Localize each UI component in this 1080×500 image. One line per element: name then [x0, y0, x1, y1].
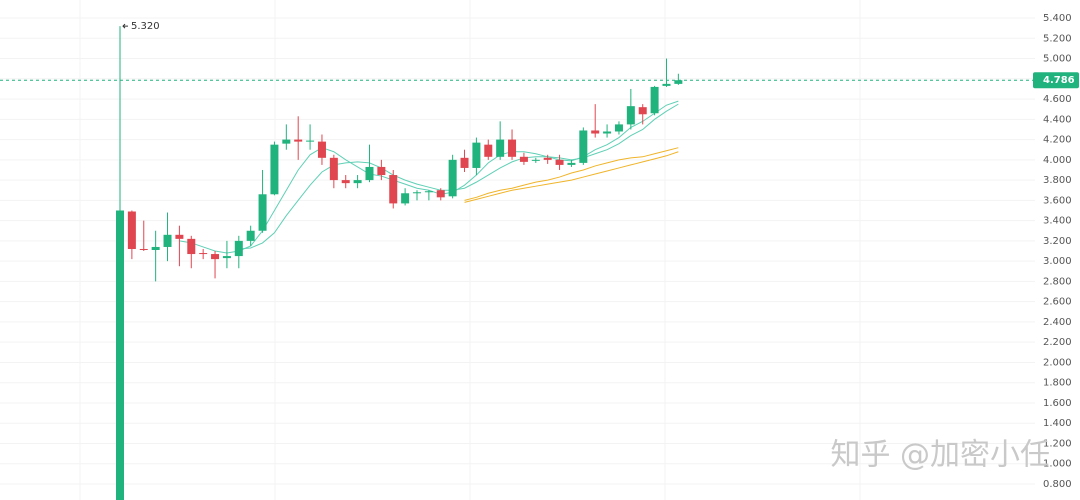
y-tick-label: 4.200: [1043, 135, 1072, 146]
candle-body: [674, 80, 683, 84]
plot-area: 5.320: [116, 21, 683, 500]
ma-line: [238, 103, 679, 250]
candle-body: [127, 211, 136, 249]
y-tick-label: 3.600: [1043, 195, 1072, 206]
candle-body: [341, 180, 350, 184]
y-tick-label: 1.200: [1043, 438, 1072, 449]
candle-body: [448, 159, 457, 197]
candle-body: [472, 142, 481, 168]
annotation-arrow: [122, 23, 128, 29]
y-tick-label: 2.800: [1043, 276, 1072, 287]
candle-body: [294, 139, 303, 142]
candle-body: [460, 157, 469, 168]
y-tick-label: 4.400: [1043, 114, 1072, 125]
candle-body: [401, 193, 410, 204]
y-tick-label: 3.400: [1043, 216, 1072, 227]
candle-body: [662, 83, 671, 86]
candle-body: [555, 159, 564, 165]
last-price-tag: [1033, 72, 1079, 89]
candle-body: [424, 191, 433, 193]
annotation-label: 5.320: [131, 21, 160, 32]
candle-body: [531, 159, 540, 161]
y-tick-label: 2.600: [1043, 297, 1072, 308]
candle-body: [626, 106, 635, 125]
y-tick-label: 2.400: [1043, 317, 1072, 328]
candle-body: [389, 175, 398, 204]
candle-body: [413, 192, 421, 194]
candle-body: [365, 166, 374, 181]
candle-body: [282, 139, 291, 144]
candle-body: [258, 194, 267, 231]
last-price-label: 4.786: [1043, 75, 1075, 86]
candle-body: [317, 141, 326, 158]
candle-body: [484, 144, 493, 157]
y-tick-label: 2.000: [1043, 357, 1072, 368]
y-tick-label: 3.200: [1043, 236, 1072, 247]
candle-body: [139, 248, 148, 250]
candle-body: [234, 240, 243, 257]
candle-body: [579, 130, 588, 163]
candle-body: [603, 131, 612, 134]
candle-body: [650, 86, 659, 114]
y-tick-label: 1.800: [1043, 378, 1072, 389]
y-tick-label: 0.800: [1043, 479, 1072, 490]
candle-body: [199, 253, 208, 255]
ma-line: [464, 151, 679, 203]
candle-body: [306, 140, 315, 142]
watermark: 知乎 @加密小任: [830, 438, 1050, 473]
y-tick-label: 5.000: [1043, 54, 1072, 65]
candle-body: [519, 156, 528, 162]
y-tick-label: 3.800: [1043, 175, 1072, 186]
y-tick-label: 3.000: [1043, 256, 1072, 267]
candle-body: [614, 124, 623, 132]
y-tick-label: 4.000: [1043, 155, 1072, 166]
candle-body: [151, 246, 160, 250]
y-tick-label: 1.400: [1043, 418, 1072, 429]
y-tick-label: 5.200: [1043, 33, 1072, 44]
candle-body: [496, 139, 505, 157]
candle-body: [329, 157, 338, 181]
y-tick-label: 1.600: [1043, 398, 1072, 409]
candle-body: [175, 234, 184, 239]
candle-body: [116, 210, 124, 500]
candle-body: [638, 107, 647, 115]
candle-body: [246, 230, 255, 241]
candle-body: [436, 190, 445, 198]
candle-body: [187, 238, 196, 255]
candle-body: [222, 256, 231, 259]
y-tick-label: 1.000: [1043, 459, 1072, 470]
grid: [0, 0, 1035, 500]
candle-body: [353, 180, 362, 184]
y-axis: 0.800 1.000 1.200 1.400 1.600 1.800 2.000 2.200…: [1043, 13, 1072, 490]
candle-body: [508, 139, 517, 157]
y-tick-label: 2.200: [1043, 337, 1072, 348]
candle-body: [270, 144, 279, 195]
candle-body: [591, 130, 600, 134]
candle-body: [377, 166, 386, 176]
candle-body: [163, 234, 172, 247]
candle-body: [543, 157, 552, 160]
ma-line: [179, 100, 679, 254]
y-tick-label: 5.400: [1043, 13, 1072, 24]
candle-body: [211, 254, 220, 260]
y-tick-label: 4.600: [1043, 94, 1072, 105]
ma-line: [464, 147, 679, 201]
candle-body: [567, 162, 576, 165]
